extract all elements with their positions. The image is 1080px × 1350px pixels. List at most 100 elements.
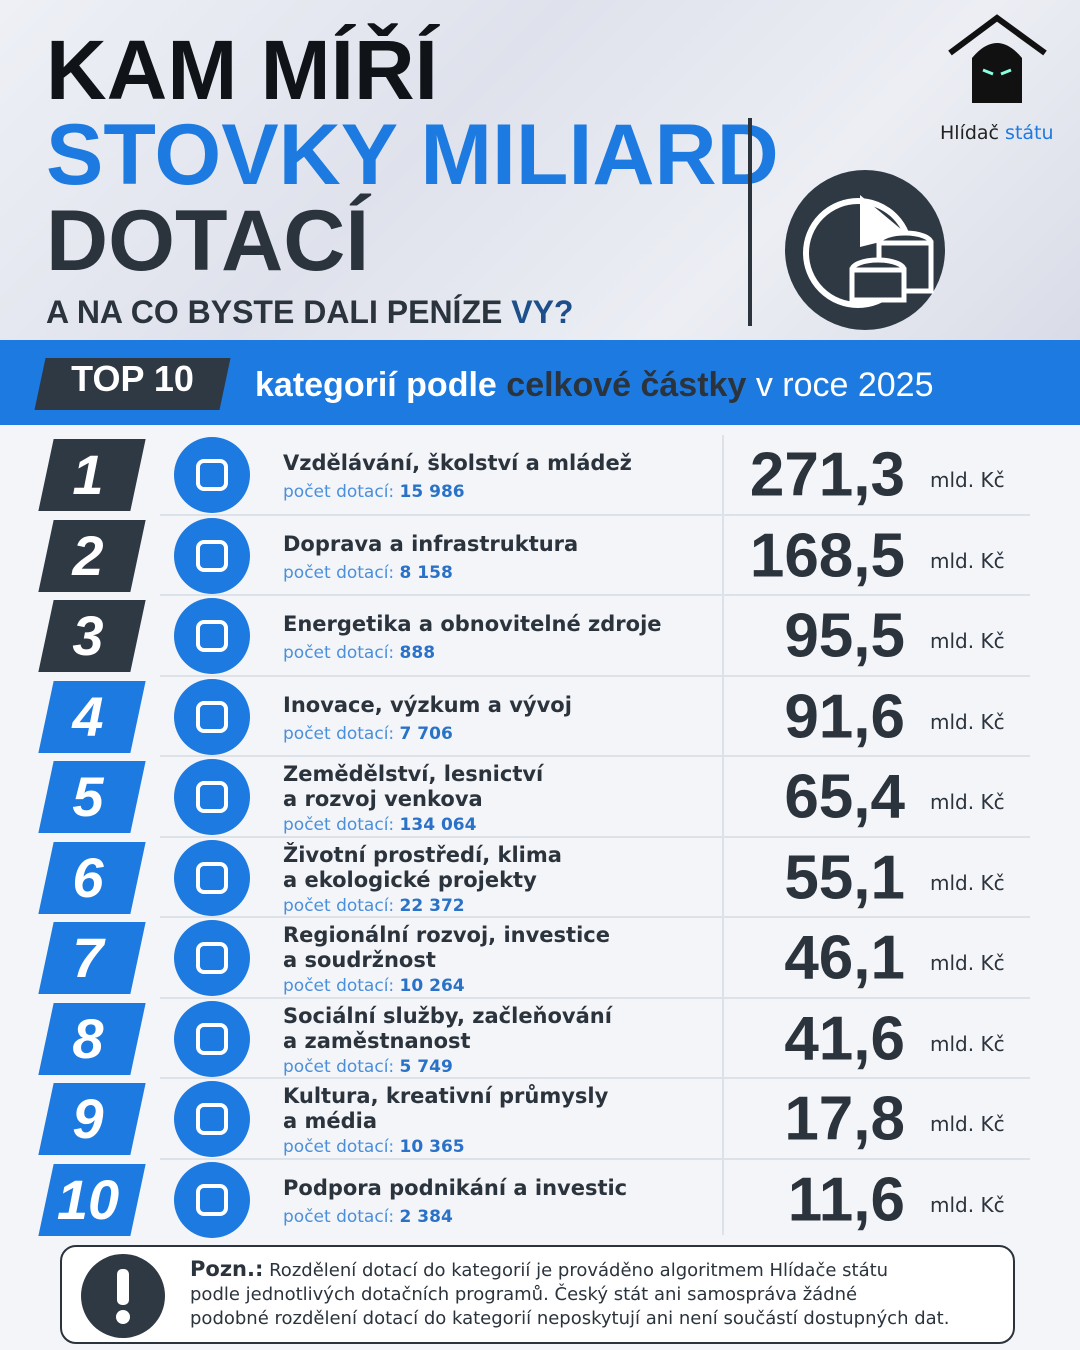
amount: 46,1 bbox=[784, 923, 905, 993]
title-line: DOTACÍ bbox=[46, 193, 370, 289]
amount: 95,5 bbox=[784, 601, 905, 671]
category-name: a ekologické projekty bbox=[283, 867, 537, 892]
count-value: 7 706 bbox=[399, 723, 453, 744]
category-name: Sociální služby, začleňování bbox=[283, 1003, 612, 1028]
amount-unit: mld. Kč bbox=[930, 628, 1005, 653]
count-value: 5 749 bbox=[399, 1056, 453, 1077]
rank-number: 7 bbox=[72, 926, 104, 989]
amount-unit: mld. Kč bbox=[930, 548, 1005, 573]
amount-unit: mld. Kč bbox=[930, 870, 1005, 895]
amount: 11,6 bbox=[787, 1165, 905, 1234]
count-line: počet dotací: 10 264 bbox=[283, 976, 465, 996]
amount: 271,3 bbox=[749, 440, 905, 510]
row-separator bbox=[160, 916, 1030, 918]
rank-number: 6 bbox=[72, 845, 104, 909]
category-name: Podpora podnikání a investic bbox=[283, 1175, 628, 1200]
banner-start: kategorií podle bbox=[255, 366, 497, 404]
category-icon bbox=[174, 437, 250, 513]
rank-number: 5 bbox=[72, 765, 104, 828]
count-line: počet dotací: 8 158 bbox=[283, 563, 453, 583]
row-separator bbox=[160, 594, 1030, 596]
amount: 55,1 bbox=[784, 843, 905, 912]
brand-logo bbox=[948, 14, 1047, 103]
rank-number: 9 bbox=[72, 1087, 104, 1150]
count-value: 8 158 bbox=[399, 562, 453, 583]
count-line: počet dotací: 2 384 bbox=[283, 1207, 453, 1227]
amount: 17,8 bbox=[784, 1084, 905, 1154]
count-value: 888 bbox=[399, 643, 436, 663]
category-name: Regionální rozvoj, investice bbox=[283, 923, 610, 947]
title-line: STOVKY MILIARD bbox=[46, 107, 779, 203]
count-label: počet dotací: bbox=[283, 482, 395, 502]
category-name: Zemědělství, lesnictví bbox=[283, 762, 544, 786]
rank-number: 8 bbox=[72, 1006, 104, 1070]
title-line: KAM MÍŘÍ bbox=[46, 23, 438, 117]
amount-unit: mld. Kč bbox=[930, 467, 1005, 492]
note-icon bbox=[81, 1254, 165, 1338]
rank-number: 10 bbox=[56, 1167, 120, 1231]
row-separator bbox=[160, 1077, 1030, 1079]
count-label: počet dotací: bbox=[283, 1137, 395, 1157]
count-line: počet dotací: 22 372 bbox=[283, 896, 465, 916]
category-name: a soudržnost bbox=[283, 948, 436, 972]
count-line: počet dotací: 888 bbox=[283, 643, 435, 663]
count-line: počet dotací: 10 365 bbox=[283, 1137, 465, 1157]
divider bbox=[748, 118, 752, 326]
subtitle: A NA CO BYSTE DALI PENÍZE VY? bbox=[46, 296, 573, 328]
row-separator bbox=[160, 1157, 1030, 1160]
category-name: a média bbox=[283, 1109, 378, 1133]
rank-number: 4 bbox=[72, 684, 104, 748]
category-name: a rozvoj venkova bbox=[283, 787, 483, 811]
rank-number: 3 bbox=[72, 604, 104, 667]
count-value: 10 365 bbox=[399, 1137, 465, 1157]
amount-unit: mld. Kč bbox=[930, 1031, 1005, 1056]
category-icon bbox=[174, 920, 250, 996]
amount-unit: mld. Kč bbox=[930, 709, 1005, 734]
category-name: Životní prostředí, klima bbox=[283, 842, 562, 867]
category-name: Kultura, kreativní průmysly bbox=[283, 1084, 609, 1108]
note-label: Pozn.: bbox=[190, 1257, 264, 1281]
count-label: počet dotací: bbox=[283, 976, 395, 996]
rank-number: 2 bbox=[72, 523, 104, 587]
count-line: počet dotací: 134 064 bbox=[283, 815, 476, 835]
note: Pozn.: Rozdělení dotací do kategorií je … bbox=[190, 1257, 949, 1331]
category-icon bbox=[174, 678, 250, 755]
category-icon bbox=[174, 517, 250, 594]
count-label: počet dotací: bbox=[283, 895, 395, 916]
count-label: počet dotací: bbox=[283, 643, 395, 663]
banner-end: v roce 2025 bbox=[755, 366, 934, 404]
count-label: počet dotací: bbox=[283, 1206, 395, 1227]
row-separator bbox=[160, 674, 1030, 677]
count-line: počet dotací: 7 706 bbox=[283, 724, 453, 744]
category-icon bbox=[174, 839, 250, 916]
amount: 168,5 bbox=[749, 521, 905, 590]
count-value: 134 064 bbox=[399, 815, 477, 835]
count-label: počet dotací: bbox=[283, 562, 395, 583]
amount-unit: mld. Kč bbox=[930, 950, 1005, 975]
note-line: Pozn.: Rozdělení dotací do kategorií je … bbox=[190, 1257, 949, 1283]
count-value: 22 372 bbox=[399, 895, 465, 916]
brand-name: Hlídač státu bbox=[940, 122, 1054, 144]
brand-text: Hlídač bbox=[940, 122, 999, 144]
note-line: podobné rozdělení dotací do kategorií ne… bbox=[190, 1308, 950, 1329]
row-separator bbox=[160, 996, 1030, 999]
banner-text: kategorií podle celkové částky v roce 20… bbox=[255, 362, 933, 408]
count-line: počet dotací: 15 986 bbox=[283, 482, 465, 502]
amount-unit: mld. Kč bbox=[930, 789, 1005, 814]
category-name: Doprava a infrastruktura bbox=[283, 531, 579, 556]
note-line: podle jednotlivých dotačních programů. Č… bbox=[190, 1284, 858, 1305]
count-value: 15 986 bbox=[399, 482, 465, 502]
amount: 65,4 bbox=[784, 762, 905, 832]
badge-text: TOP 10 bbox=[71, 358, 194, 399]
banner-highlight: celkové částky bbox=[506, 366, 747, 404]
count-label: počet dotací: bbox=[283, 723, 395, 744]
category-icon bbox=[174, 598, 250, 674]
category-name: Energetika a obnovitelné zdroje bbox=[283, 612, 662, 636]
column-divider bbox=[722, 435, 724, 1235]
category-icon bbox=[174, 1161, 250, 1238]
rank-number: 1 bbox=[72, 443, 104, 506]
category-icon bbox=[174, 1081, 250, 1157]
count-label: počet dotací: bbox=[283, 815, 395, 835]
amount: 91,6 bbox=[784, 682, 905, 751]
